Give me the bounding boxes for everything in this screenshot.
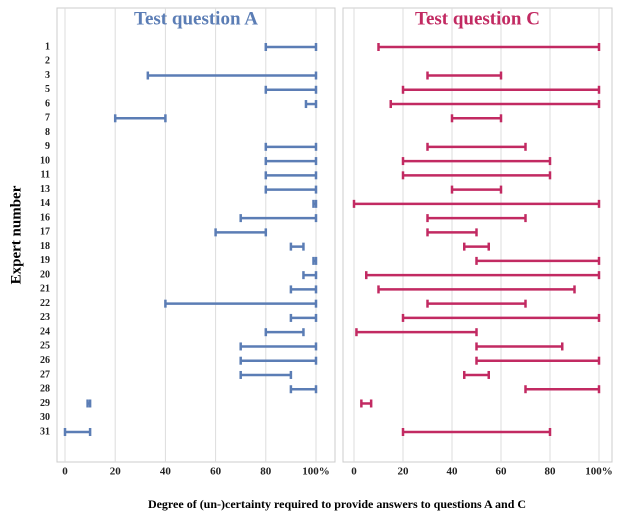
range-bar <box>377 43 601 51</box>
range-bar <box>289 385 318 394</box>
y-tick-label: 19 <box>40 255 50 266</box>
range-bar <box>264 171 318 180</box>
range-bar <box>463 242 490 251</box>
y-tick-label: 9 <box>45 141 50 152</box>
range-bar <box>264 85 318 94</box>
range-bar <box>289 242 305 251</box>
range-bar <box>401 85 601 94</box>
y-tick-label: 24 <box>40 326 50 337</box>
y-tick-label: 14 <box>40 198 50 209</box>
range-bar <box>426 214 527 223</box>
range-bar <box>239 356 318 365</box>
range-bar <box>426 228 478 237</box>
range-bar <box>302 271 318 280</box>
range-bar <box>239 370 293 379</box>
y-tick-label: 16 <box>40 212 50 223</box>
y-tick-label: 5 <box>45 84 50 95</box>
range-bar <box>377 285 576 294</box>
panel-frame <box>342 7 613 463</box>
panel-title: Test question A <box>134 8 258 29</box>
y-tick-label: 27 <box>40 369 50 380</box>
range-bar <box>289 285 318 294</box>
x-tick-label: 40 <box>447 466 459 478</box>
range-bar <box>264 185 318 194</box>
y-tick-label: 23 <box>40 312 50 323</box>
range-bar <box>475 342 564 351</box>
y-tick-label: 30 <box>40 412 50 423</box>
range-bar <box>463 370 490 379</box>
range-bar <box>164 299 318 308</box>
y-tick-label: 25 <box>40 341 50 352</box>
y-tick-label: 2 <box>45 56 50 67</box>
range-bar <box>360 399 373 408</box>
x-tick-label: 20 <box>110 466 122 478</box>
range-bar <box>264 142 318 151</box>
y-tick-label: 6 <box>45 98 50 109</box>
y-tick-label: 28 <box>40 384 50 395</box>
y-tick-label: 20 <box>40 269 50 280</box>
x-tick-label: 80 <box>545 466 557 478</box>
y-tick-label: 29 <box>40 398 50 409</box>
y-tick-label: 7 <box>45 113 50 124</box>
panel-frame <box>56 7 336 463</box>
range-bar <box>264 43 318 51</box>
panel-title: Test question C <box>415 8 540 29</box>
x-tick-label: 100% <box>585 466 613 478</box>
x-tick-label: 60 <box>210 466 222 478</box>
range-bar <box>426 142 527 151</box>
y-tick-label: 10 <box>40 155 50 166</box>
y-tick-label: 26 <box>40 355 50 366</box>
range-bar <box>146 71 318 80</box>
x-tick-label: 20 <box>398 466 410 478</box>
y-tick-label: 1 <box>45 41 50 52</box>
range-bar <box>113 114 167 123</box>
range-bar <box>312 256 318 265</box>
y-tick-label: 22 <box>40 298 50 309</box>
x-axis-label: Degree of (un-)certainty required to pro… <box>148 497 526 511</box>
range-bar <box>239 214 318 223</box>
y-axis-label: Expert number <box>8 185 24 284</box>
range-bar <box>475 256 601 265</box>
y-tick-label: 8 <box>45 127 50 138</box>
range-bar <box>426 71 503 80</box>
y-tick-label: 13 <box>40 184 50 195</box>
range-bar <box>264 157 318 166</box>
x-tick-label: 60 <box>496 466 508 478</box>
range-bar <box>450 114 503 123</box>
y-tick-label: 17 <box>40 227 50 238</box>
range-bar <box>264 328 305 337</box>
x-tick-label: 100% <box>302 466 330 478</box>
range-bar <box>475 356 601 365</box>
y-tick-label: 11 <box>41 170 50 181</box>
range-bar <box>239 342 318 351</box>
x-tick-label: 80 <box>260 466 272 478</box>
x-tick-label: 40 <box>160 466 172 478</box>
range-bar <box>289 313 318 322</box>
range-bar <box>401 428 552 436</box>
range-bar <box>352 199 601 208</box>
range-bar <box>389 100 601 109</box>
y-tick-label: 3 <box>45 70 50 81</box>
range-bar <box>365 271 601 280</box>
range-bar <box>86 399 92 408</box>
y-tick-label: 21 <box>40 284 50 295</box>
range-bar <box>312 199 318 208</box>
range-bar <box>401 157 552 166</box>
range-bar <box>401 171 552 180</box>
x-tick-label: 0 <box>351 466 357 478</box>
x-tick-label: 0 <box>62 466 68 478</box>
range-bar <box>401 313 601 322</box>
range-bar <box>63 428 92 436</box>
y-tick-label: 18 <box>40 241 50 252</box>
y-tick-label: 31 <box>40 426 50 437</box>
range-bar <box>524 385 601 394</box>
range-bar <box>426 299 527 308</box>
range-bar <box>214 228 268 237</box>
range-bar <box>355 328 478 337</box>
range-bar <box>450 185 503 194</box>
range-bar <box>304 100 318 109</box>
